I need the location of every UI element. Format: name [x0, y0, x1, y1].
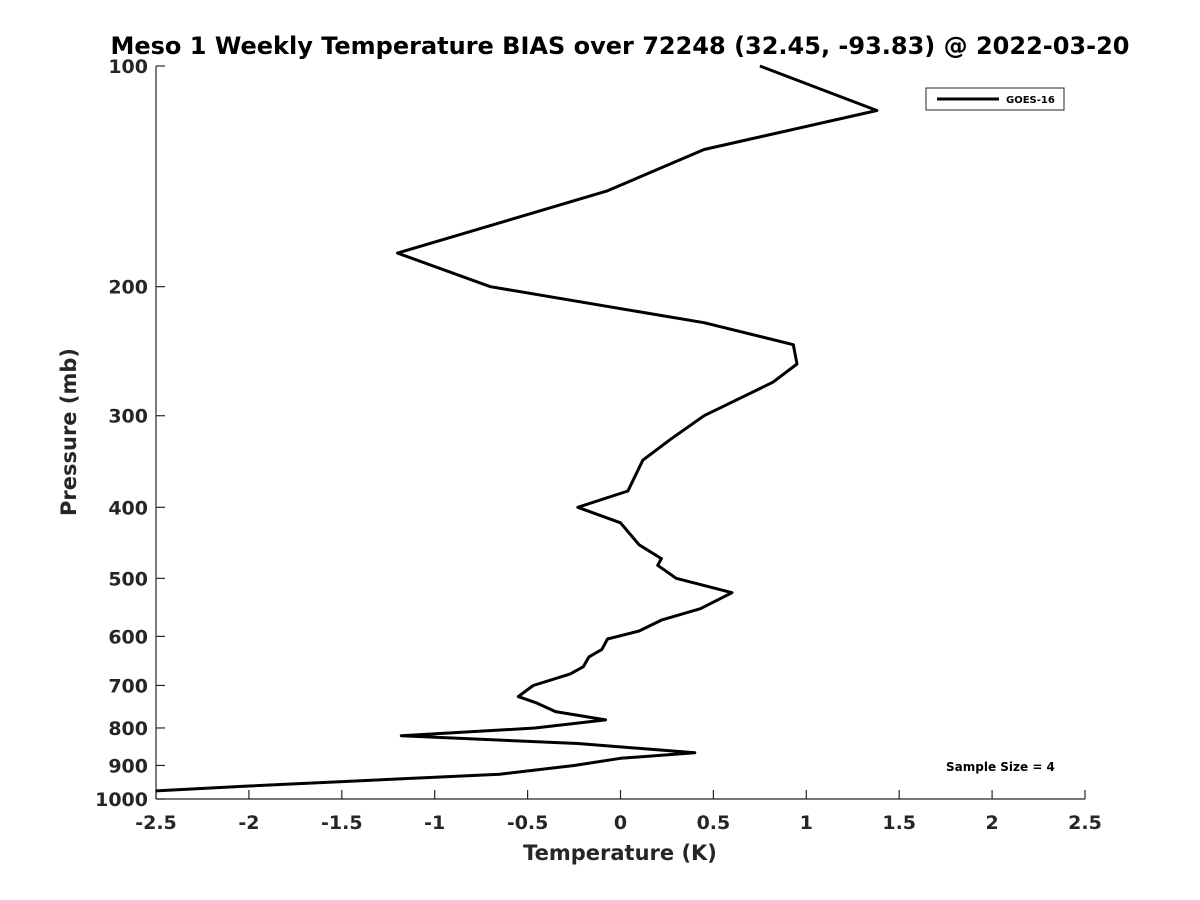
- x-tick-label: -2.5: [135, 812, 177, 834]
- sample-size-annotation: Sample Size = 4: [946, 760, 1055, 774]
- axes: [155, 66, 1085, 800]
- x-tick-label: -2: [238, 812, 259, 834]
- x-axis-ticks: -2.5 -2 -1.5 -1 -0.5 0 0.5 1 1.5 2 2.5: [135, 790, 1102, 834]
- y-tick-label: 700: [108, 675, 148, 697]
- y-tick-label: 400: [108, 497, 148, 519]
- y-tick-label: 100: [108, 56, 148, 78]
- x-tick-label: 0: [614, 812, 627, 834]
- x-tick-label: -1.5: [321, 812, 363, 834]
- y-axis-label: Pressure (mb): [57, 348, 81, 516]
- y-tick-label: 1000: [95, 789, 148, 811]
- legend-label-goes-16: GOES-16: [1006, 95, 1055, 106]
- x-tick-label: -1: [424, 812, 445, 834]
- x-tick-label: 2.5: [1068, 812, 1102, 834]
- y-axis-ticks: 100 200 300 400 500 600 700 800 900 1000: [95, 56, 165, 811]
- y-tick-label: 500: [108, 568, 148, 590]
- y-tick-label: 800: [108, 718, 148, 740]
- x-tick-label: 1: [800, 812, 813, 834]
- x-axis-label: Temperature (K): [523, 841, 717, 865]
- chart-title: Meso 1 Weekly Temperature BIAS over 7224…: [110, 32, 1129, 60]
- legend: GOES-16: [925, 87, 1065, 111]
- y-tick-label: 900: [108, 755, 148, 777]
- y-tick-label: 200: [108, 277, 148, 299]
- y-tick-label: 300: [108, 406, 148, 428]
- series-layer: [155, 64, 879, 793]
- x-tick-label: 1.5: [882, 812, 916, 834]
- x-tick-label: -0.5: [507, 812, 549, 834]
- y-tick-label: 600: [108, 626, 148, 648]
- x-tick-label: 2: [985, 812, 998, 834]
- x-tick-label: 0.5: [697, 812, 731, 834]
- series-line-goes-16: [155, 64, 879, 793]
